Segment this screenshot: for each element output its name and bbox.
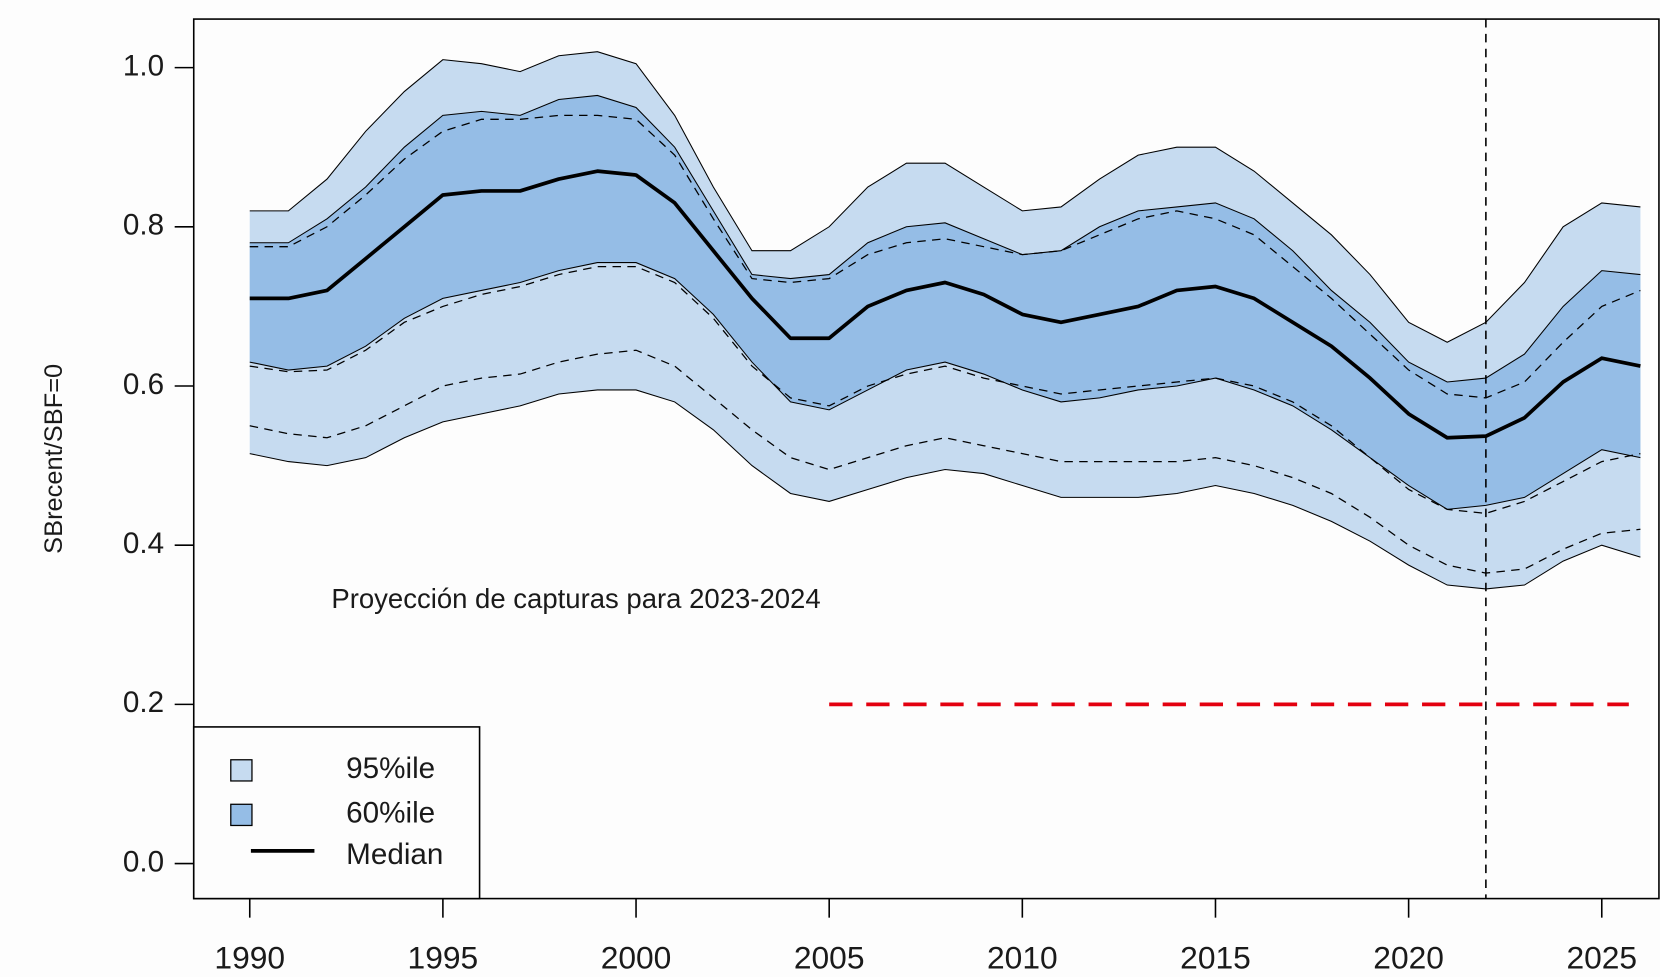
x-tick-label: 1990 xyxy=(214,939,285,975)
x-tick-label: 2005 xyxy=(794,939,865,975)
x-tick-label: 2020 xyxy=(1373,939,1444,975)
band-lower-edge xyxy=(249,262,1641,510)
band-lower-edge xyxy=(249,389,1641,590)
x-tick-label: 2010 xyxy=(987,939,1058,975)
legend-swatch xyxy=(230,803,253,827)
annotation: Proyección de capturas para 2023-2024 xyxy=(331,583,820,614)
legend-label: 60%ile xyxy=(346,797,435,830)
legend-box xyxy=(192,726,481,900)
dashed-line xyxy=(249,114,1641,399)
band-area xyxy=(249,95,1641,510)
y-tick-label: 0.0 xyxy=(123,845,164,878)
x-tick-label: 1995 xyxy=(408,939,479,975)
y-tick-label: 0.8 xyxy=(123,209,164,242)
legend-label: 95%ile xyxy=(346,752,435,785)
y-tick-label: 0.2 xyxy=(123,686,164,719)
dashed-line xyxy=(249,265,1641,515)
y-tick-label: 0.4 xyxy=(123,527,164,560)
legend-swatch xyxy=(230,759,253,782)
band-upper-edge xyxy=(249,51,1641,343)
band-upper-edge xyxy=(249,94,1641,383)
y-axis-label: SBrecent/SBF=0 xyxy=(40,364,68,554)
legend-label: Median xyxy=(346,838,443,871)
plot-box xyxy=(192,18,1660,900)
y-tick-label: 0.6 xyxy=(123,368,164,401)
y-tick-label: 1.0 xyxy=(123,49,164,82)
x-tick-label: 2015 xyxy=(1180,939,1251,975)
median-line xyxy=(249,169,1641,440)
x-tick-label: 2000 xyxy=(601,939,672,975)
x-tick-label: 2025 xyxy=(1566,939,1637,975)
dashed-line xyxy=(249,349,1641,574)
